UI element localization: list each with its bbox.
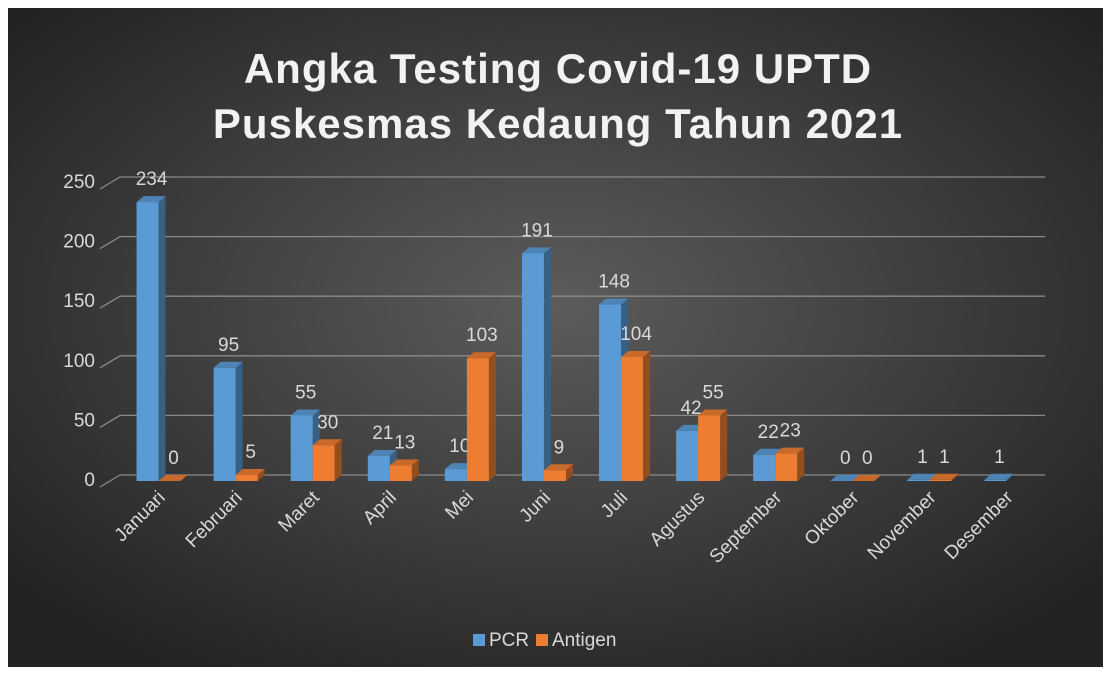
data-label: 21 (372, 423, 393, 444)
grid-line (99, 355, 1045, 369)
bar-top (599, 298, 629, 305)
bar-top (676, 424, 706, 431)
bar (235, 475, 258, 481)
y-tick-label: 150 (63, 291, 95, 312)
bar (984, 479, 1007, 481)
grid-line (99, 474, 1045, 488)
bar-top (136, 196, 166, 203)
bar-side (158, 196, 166, 481)
y-tick-label: 200 (63, 232, 95, 253)
bar (698, 415, 721, 481)
chart-background (8, 8, 1103, 667)
bar-top (698, 409, 728, 416)
legend-label: Antigen (552, 630, 616, 651)
bar-side (257, 469, 265, 481)
grid-line (99, 295, 1045, 309)
bar-top (753, 448, 783, 455)
bar (676, 430, 699, 481)
bar (621, 357, 644, 481)
data-label: 1 (994, 447, 1005, 468)
bar-side (797, 447, 805, 481)
grid-line (99, 176, 1045, 190)
data-label: 10 (449, 436, 470, 457)
chart-title: Puskesmas Kedaung Tahun 2021 (213, 100, 903, 147)
bar-side (488, 352, 496, 481)
y-tick-label: 100 (63, 351, 95, 372)
bar-top (235, 469, 265, 476)
bar (290, 415, 313, 481)
grid-line (99, 235, 1045, 250)
data-label: 5 (245, 442, 256, 463)
bar-side (643, 351, 651, 481)
bar (213, 367, 236, 481)
bar-side (334, 439, 342, 481)
bar-top (290, 409, 320, 416)
grid-line (99, 414, 1045, 428)
data-label: 55 (295, 382, 316, 403)
bar-side (565, 464, 573, 481)
bar-top (852, 475, 882, 481)
legend-swatch (473, 634, 485, 646)
data-label: 22 (758, 422, 779, 443)
bar (599, 304, 622, 481)
data-label: 234 (136, 169, 168, 190)
bar-top (389, 459, 419, 466)
bar-top (158, 475, 188, 481)
bar (466, 358, 489, 481)
y-tick-label: 250 (63, 172, 95, 193)
y-tick-label: 50 (74, 410, 95, 431)
bar-top (367, 449, 397, 456)
data-label: 148 (598, 272, 630, 293)
data-label: 13 (394, 433, 415, 454)
bar-top (444, 463, 474, 470)
bar-top (543, 464, 573, 471)
bar (521, 253, 544, 481)
data-label: 103 (466, 325, 498, 346)
bar-top (621, 351, 651, 358)
data-label: 55 (703, 382, 724, 403)
bar (753, 454, 776, 481)
bar-top (521, 247, 551, 254)
bar (543, 470, 566, 481)
y-tick-label: 0 (84, 470, 95, 491)
data-label: 30 (317, 412, 338, 433)
data-label: 0 (862, 448, 873, 469)
data-label: 9 (554, 437, 565, 458)
data-label: 191 (521, 220, 553, 241)
bar-side (1006, 473, 1014, 481)
bar (929, 479, 952, 481)
bar-top (830, 475, 860, 481)
bar-top (312, 439, 342, 446)
bar-top (984, 473, 1014, 480)
bar (312, 445, 335, 481)
chart-title: Angka Testing Covid-19 UPTD (244, 45, 872, 92)
bar-top (213, 361, 243, 368)
data-label: 1 (917, 447, 928, 468)
bar-top (929, 473, 959, 480)
data-label: 104 (620, 324, 652, 345)
bar-side (543, 247, 551, 481)
bar-side (411, 459, 419, 481)
data-label: 0 (840, 448, 851, 469)
legend-swatch (536, 634, 548, 646)
legend-label: PCR (489, 630, 529, 651)
bar (775, 453, 798, 481)
bar-top (907, 473, 937, 480)
bar (389, 465, 412, 481)
data-label: 42 (681, 398, 702, 419)
data-label: 0 (168, 448, 179, 469)
bar (367, 455, 390, 481)
data-label: 23 (780, 421, 801, 442)
bar-side (235, 361, 243, 481)
data-label: 1 (939, 447, 950, 468)
bar (907, 479, 930, 481)
bar-side (951, 473, 959, 481)
bar-side (720, 409, 728, 481)
data-label: 95 (218, 335, 239, 356)
bar-top (466, 352, 496, 359)
bar (444, 469, 467, 481)
bar-top (775, 447, 805, 454)
bar (136, 202, 159, 481)
